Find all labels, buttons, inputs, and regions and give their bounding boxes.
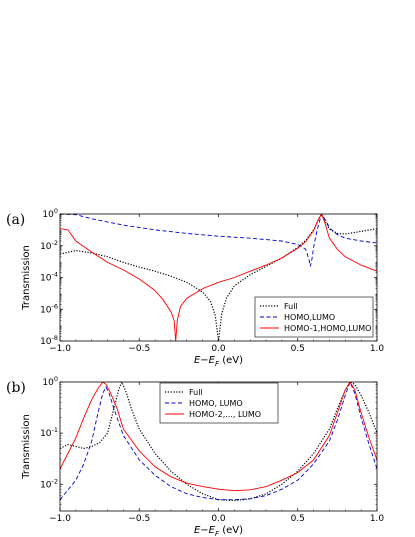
y-axis-label: Transmission	[21, 245, 32, 311]
x-tick-label: 1.0	[370, 344, 385, 354]
legend-entry: HOMO, LUMO	[189, 399, 243, 408]
x-tick-label: −0.5	[128, 514, 150, 524]
series-line-3	[60, 382, 377, 492]
x-axis-label: E−EF (eV)	[194, 525, 243, 537]
series-line-1	[60, 214, 377, 341]
x-tick-label: 0.0	[211, 514, 226, 524]
x-tick-label: 1.0	[370, 514, 385, 524]
x-tick-label: 0.5	[291, 514, 305, 524]
y-axis-label: Transmission	[21, 414, 32, 480]
y-tick-label: 10-2	[40, 239, 58, 252]
legend-entry: HOMO-1,HOMO,LUMO	[284, 324, 371, 333]
panel-label: (b)	[6, 380, 26, 396]
x-tick-label: −0.5	[128, 344, 150, 354]
y-tick-label: 100	[42, 375, 58, 388]
series-line-2	[60, 214, 377, 267]
legend-entry: HOMO,LUMO	[284, 313, 335, 322]
x-axis-label: E−EF (eV)	[194, 355, 243, 368]
y-tick-label: 100	[42, 207, 58, 220]
panel-a: −1.0 −0.5 0.0 0.5 1.010010-210-410-610-8E−EF…	[6, 207, 384, 368]
x-tick-label: 0.0	[211, 344, 226, 354]
x-tick-label: −1.0	[49, 514, 71, 524]
y-tick-label: 10-1	[40, 426, 58, 439]
legend-entry: Full	[284, 302, 298, 311]
series-line-2	[60, 382, 377, 501]
legend-entry: HOMO-2,..., LUMO	[189, 410, 261, 419]
x-tick-label: −1.0	[49, 344, 71, 354]
legend-entry: Full	[189, 388, 203, 397]
panel-b: −1.0 −0.5 0.0 0.5 1.0 100 10-1 10-2 E−EF (eV) Tra…	[6, 375, 384, 537]
y-tick-label: 10-2	[40, 477, 58, 490]
x-tick-label: 0.5	[291, 344, 305, 354]
panel-label: (a)	[6, 212, 25, 228]
series-line-3	[60, 214, 377, 341]
y-tick-label: 10-4	[40, 271, 58, 284]
y-tick-label: 10-6	[40, 302, 58, 315]
